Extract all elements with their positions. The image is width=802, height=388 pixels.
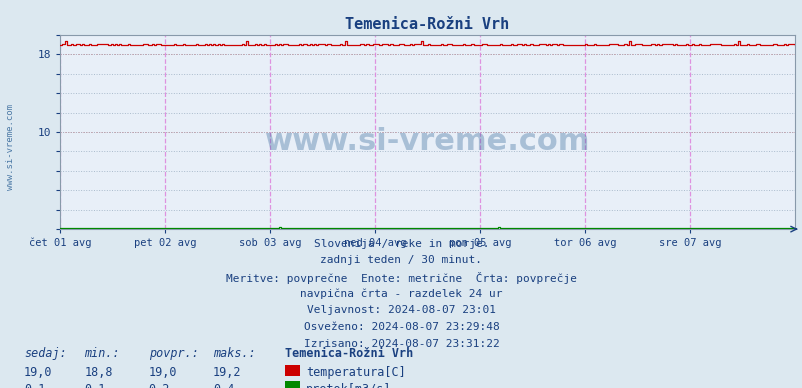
Text: 0,2: 0,2 <box>148 383 170 388</box>
Text: sedaj:: sedaj: <box>24 347 67 360</box>
Text: 18,8: 18,8 <box>84 366 112 379</box>
Text: min.:: min.: <box>84 347 119 360</box>
Text: Meritve: povprečne  Enote: metrične  Črta: povprečje: Meritve: povprečne Enote: metrične Črta:… <box>225 272 577 284</box>
Text: 0,1: 0,1 <box>84 383 106 388</box>
Text: Osveženo: 2024-08-07 23:29:48: Osveženo: 2024-08-07 23:29:48 <box>303 322 499 332</box>
Text: 0,1: 0,1 <box>24 383 46 388</box>
Text: zadnji teden / 30 minut.: zadnji teden / 30 minut. <box>320 255 482 265</box>
Text: temperatura[C]: temperatura[C] <box>306 366 405 379</box>
Text: www.si-vreme.com: www.si-vreme.com <box>265 127 589 156</box>
Text: 0,4: 0,4 <box>213 383 234 388</box>
Text: 19,0: 19,0 <box>24 366 52 379</box>
Text: pretok[m3/s]: pretok[m3/s] <box>306 383 391 388</box>
Text: povpr.:: povpr.: <box>148 347 198 360</box>
Text: www.si-vreme.com: www.si-vreme.com <box>6 104 15 191</box>
Text: 19,2: 19,2 <box>213 366 241 379</box>
Text: navpična črta - razdelek 24 ur: navpična črta - razdelek 24 ur <box>300 289 502 299</box>
Title: Temenica-Rožni Vrh: Temenica-Rožni Vrh <box>345 17 509 32</box>
Text: Izrisano: 2024-08-07 23:31:22: Izrisano: 2024-08-07 23:31:22 <box>303 339 499 349</box>
Text: 19,0: 19,0 <box>148 366 176 379</box>
Text: Temenica-Rožni Vrh: Temenica-Rožni Vrh <box>285 347 413 360</box>
Text: Slovenija / reke in morje.: Slovenija / reke in morje. <box>314 239 488 249</box>
Text: Veljavnost: 2024-08-07 23:01: Veljavnost: 2024-08-07 23:01 <box>306 305 496 315</box>
Text: maks.:: maks.: <box>213 347 255 360</box>
